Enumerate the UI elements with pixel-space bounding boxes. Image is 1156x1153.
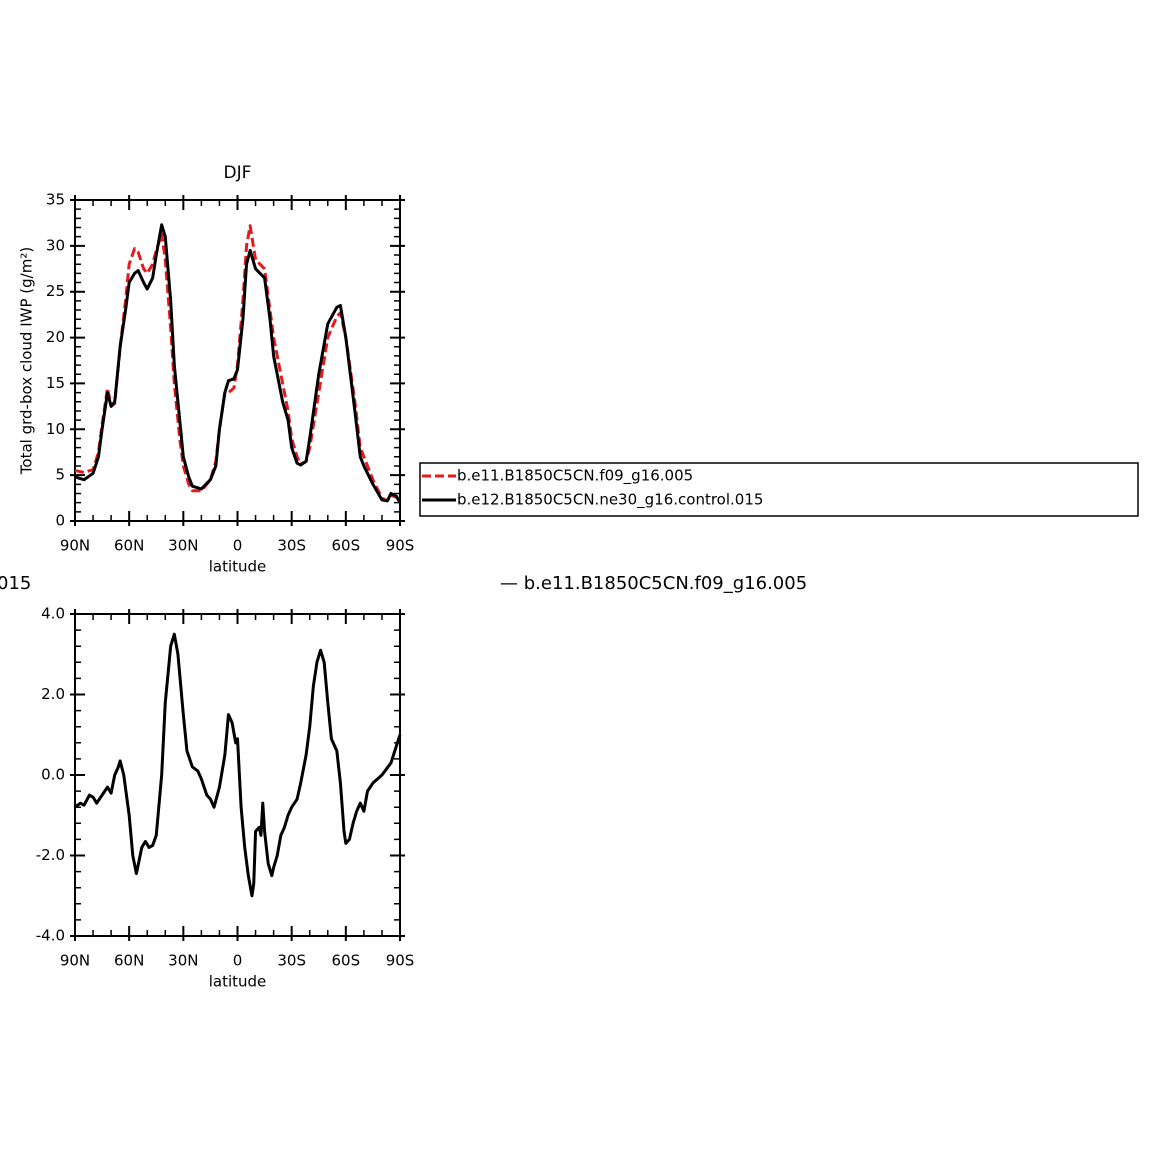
x-tick-label: 60N <box>114 952 144 970</box>
x-tick-label: 30S <box>277 537 306 555</box>
y-tick-label: 10 <box>46 420 65 438</box>
x-axis-label: latitude <box>209 973 267 991</box>
series-line <box>74 223 402 504</box>
y-tick-label: 0 <box>55 512 65 530</box>
legend-label: b.e12.B1850C5CN.ne30_g16.control.015 <box>457 491 763 510</box>
y-tick-label: 4.0 <box>41 605 65 623</box>
y-tick-label: 20 <box>46 328 65 346</box>
x-tick-label: 30S <box>277 952 306 970</box>
y-axis-label: Total grd-box cloud IWP (g/m²) <box>18 247 36 475</box>
y-tick-label: 30 <box>46 236 65 254</box>
x-axis-label: latitude <box>209 558 267 576</box>
plot: 0 5 10 15 20 25 30 35 90N 60N 30N 0 30S 60S 90S DJF lati… <box>18 163 415 576</box>
x-tick-label: 30N <box>168 952 198 970</box>
x-tick-label: 30N <box>168 537 198 555</box>
y-tick-label: 25 <box>46 282 65 300</box>
series-line <box>74 632 402 898</box>
legend-label: b.e11.B1850C5CN.f09_g16.005 <box>457 467 693 486</box>
x-tick-label: 60N <box>114 537 144 555</box>
x-tick-label: 90N <box>60 952 90 970</box>
y-tick-label: 35 <box>46 191 65 209</box>
x-tick-label: 0 <box>233 537 243 555</box>
y-tick-label: -2.0 <box>36 846 65 864</box>
plot: -4.0 -2.0 0.0 2.0 4.0 90N 60N 30N 0 30S 60S 90S lati… <box>0 605 415 991</box>
y-tick-label: 15 <box>46 374 65 392</box>
x-tick-label: 90N <box>60 537 90 555</box>
y-tick-label: 0.0 <box>41 766 65 784</box>
chart-title: DJF <box>224 163 252 183</box>
x-tick-label: 0 <box>233 952 243 970</box>
annotation: — b.e11.B1850C5CN.f09_g16.005 <box>500 573 807 594</box>
x-tick-label: 60S <box>332 537 361 555</box>
legend-box <box>419 462 1139 517</box>
y-tick-label: 2.0 <box>41 685 65 703</box>
annotation: 015 <box>0 573 31 594</box>
x-tick-label: 90S <box>386 537 415 555</box>
y-axis-label: Total grd-box cloud IWP (g/m²) <box>0 661 17 889</box>
y-tick-label: -4.0 <box>36 927 65 945</box>
y-tick-label: 5 <box>55 466 65 484</box>
x-tick-label: 90S <box>386 952 415 970</box>
x-tick-label: 60S <box>332 952 361 970</box>
legend: b.e11.B1850C5CN.f09_g16.005 b.e12.B1850C5… <box>419 462 1139 517</box>
